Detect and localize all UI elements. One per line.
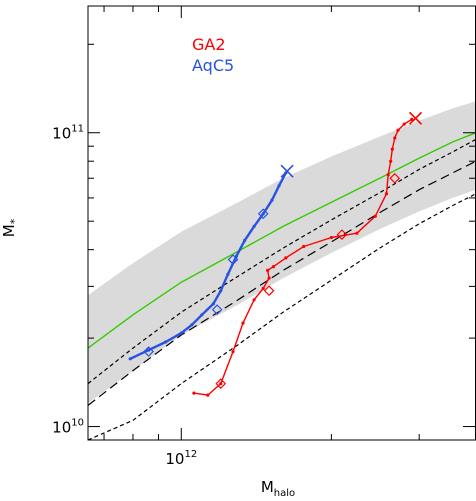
- data-point-aqc5: [200, 313, 204, 317]
- diamond-marker-ga2: [389, 172, 401, 184]
- data-point-aqc5: [190, 323, 194, 327]
- data-point-ga2: [393, 136, 397, 140]
- data-point-ga2: [329, 235, 333, 240]
- data-point-aqc5: [277, 184, 281, 188]
- data-point-ga2: [192, 391, 196, 395]
- final-marker-ga2: [408, 111, 423, 125]
- y-tick-label: 1011: [52, 124, 84, 143]
- data-point-ga2: [373, 214, 377, 218]
- tick-labels: 1012 1010 1011: [52, 124, 197, 468]
- data-point-ga2: [241, 321, 245, 325]
- x-axis-label: Mhalo: [261, 478, 295, 499]
- data-point-aqc5: [128, 357, 132, 361]
- data-point-ga2: [206, 393, 210, 397]
- data-point-ga2: [302, 244, 306, 249]
- plot-area: [88, 101, 476, 440]
- diamond-marker-aqc5: [211, 304, 223, 315]
- diamond-marker-ga2: [215, 378, 227, 389]
- data-point-aqc5: [164, 340, 168, 344]
- data-point-ga2: [284, 256, 288, 260]
- diamond-marker-ga2: [263, 285, 275, 297]
- diamond-marker-aqc5: [227, 254, 239, 265]
- series-line-aqc5: [129, 172, 287, 360]
- scatter-band: [88, 101, 476, 404]
- data-point-aqc5: [226, 272, 230, 276]
- legend-entry-ga2: GA2: [192, 35, 226, 54]
- dashed-relation-3: [88, 193, 476, 440]
- data-point-ga2: [402, 122, 406, 126]
- legend-entry-aqc5: AqC5: [192, 56, 234, 75]
- data-point-ga2: [396, 128, 400, 132]
- data-point-ga2: [252, 298, 256, 302]
- y-axis-label: M*: [0, 218, 21, 237]
- data-point-ga2: [267, 276, 271, 280]
- dashed-relation-2: [88, 160, 476, 406]
- data-point-aqc5: [252, 224, 256, 228]
- relation-line: [88, 132, 476, 349]
- dashed-relation-1: [88, 138, 476, 385]
- final-marker-aqc5: [280, 164, 294, 178]
- data-point-aqc5: [243, 238, 247, 242]
- data-point-ga2: [266, 268, 270, 272]
- data-point-ga2: [386, 173, 390, 177]
- data-point-ga2: [390, 147, 394, 151]
- data-point-ga2: [271, 265, 275, 269]
- data-point-aqc5: [147, 348, 151, 352]
- axis-ticks: [88, 6, 475, 441]
- data-point-aqc5: [211, 302, 215, 306]
- x-tick-label: 1012: [165, 449, 197, 468]
- data-point-aqc5: [179, 331, 183, 335]
- data-point-ga2: [389, 159, 393, 163]
- diamond-marker-ga2: [336, 229, 348, 240]
- legend: GA2 AqC5: [192, 35, 234, 75]
- data-point-ga2: [231, 350, 235, 354]
- data-point-ga2: [219, 382, 223, 386]
- data-point-ga2: [384, 192, 389, 196]
- diamond-marker-aqc5: [143, 346, 154, 357]
- data-point-aqc5: [219, 289, 223, 293]
- data-point-ga2: [355, 231, 359, 235]
- data-point-ga2: [261, 286, 265, 291]
- data-point-aqc5: [261, 212, 265, 216]
- y-tick-label: 1010: [52, 418, 84, 437]
- data-point-aqc5: [270, 198, 274, 202]
- diamond-marker-aqc5: [257, 208, 269, 220]
